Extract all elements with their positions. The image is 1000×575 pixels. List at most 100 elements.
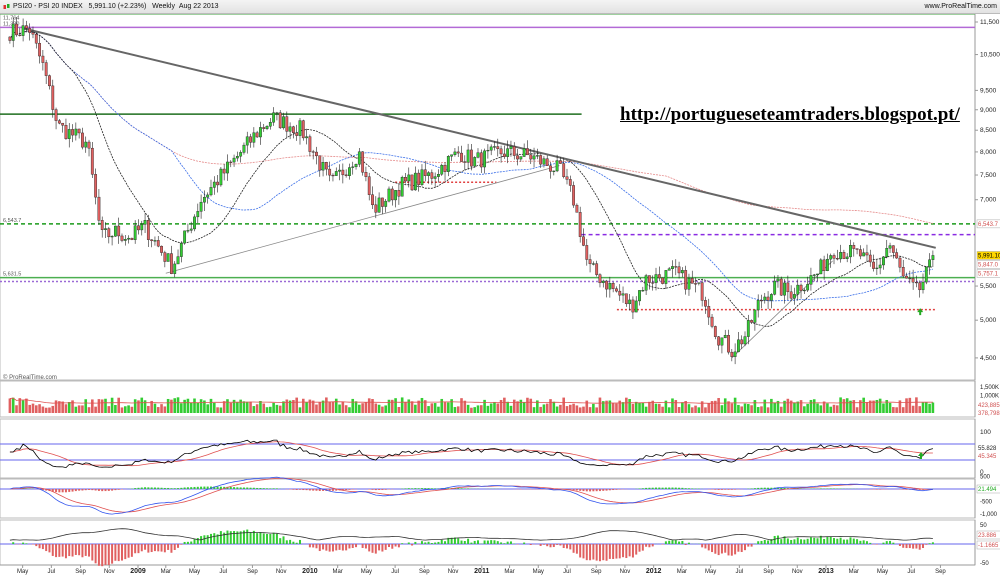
oscillator-bar	[707, 544, 710, 551]
macd-hist-bar	[460, 488, 463, 489]
volume-bar	[776, 400, 780, 413]
oscillator-bar	[368, 544, 371, 552]
oscillator-bar	[836, 538, 839, 544]
volume-bar	[849, 400, 852, 413]
macd-hist-bar	[430, 488, 433, 489]
macd-hist-bar	[252, 487, 255, 489]
volume-bar	[193, 398, 196, 413]
level-label: 11,330	[3, 21, 19, 27]
macd-hist-bar	[41, 489, 44, 491]
volume-bar	[872, 400, 875, 413]
candle	[496, 146, 500, 150]
oscillator-bar	[256, 533, 259, 544]
volume-bar	[812, 399, 816, 413]
candle	[249, 136, 252, 143]
volume-bar	[687, 404, 691, 413]
site-link[interactable]: www.ProRealTime.com	[924, 3, 997, 10]
volume-bar	[545, 403, 549, 413]
candle	[176, 256, 180, 265]
candle	[127, 237, 130, 240]
volume-bar	[417, 400, 420, 413]
macd-hist-bar	[872, 489, 875, 490]
volume-bar	[470, 407, 473, 413]
candle	[822, 259, 826, 271]
volume-bar	[819, 405, 823, 413]
volume-bar	[341, 401, 345, 413]
volume-bar	[503, 397, 506, 413]
volume-bar	[183, 399, 186, 413]
macd-hist-bar	[114, 489, 117, 491]
volume-bar	[578, 407, 582, 413]
volume-bar	[664, 400, 668, 413]
candle	[90, 147, 94, 175]
y-tick-label: 9,000	[980, 107, 997, 114]
candle	[624, 293, 628, 305]
candle	[97, 196, 101, 221]
oscillator-bar	[523, 542, 526, 544]
volume-bar	[170, 399, 173, 413]
macd-hist-bar	[302, 489, 305, 491]
macd-hist-bar	[292, 489, 295, 490]
oscillator-bar	[839, 537, 842, 544]
blog-url-annotation[interactable]: http://portugueseteamtraders.blogspot.pt…	[620, 104, 960, 125]
volume-bar	[212, 402, 216, 413]
candle	[186, 230, 190, 232]
oscillator-bar	[648, 544, 651, 548]
y-tick-label: 100	[980, 429, 991, 436]
volume-bar	[292, 400, 295, 413]
candle	[862, 252, 866, 257]
macd-hist-bar	[780, 487, 783, 489]
macd-hist-bar	[605, 489, 608, 491]
oscillator-bar	[81, 544, 84, 558]
oscillator-bar	[763, 539, 766, 544]
y-tick-label: 11,500	[980, 19, 1000, 26]
macd-hist-bar	[78, 489, 81, 491]
candle	[77, 128, 81, 134]
macd-hist-bar	[645, 487, 648, 489]
candle	[802, 289, 806, 292]
oscillator-bar	[213, 533, 216, 544]
candle	[71, 129, 74, 136]
candle	[179, 242, 183, 257]
macd-hist-bar	[902, 489, 905, 490]
symbol-name: PSI20 - PSI 20 INDEX	[13, 3, 83, 10]
candle	[466, 149, 470, 163]
volume-bar	[239, 399, 242, 413]
macd-hist-bar	[190, 487, 193, 489]
candle	[226, 161, 229, 174]
macd-hist-bar	[829, 488, 832, 489]
panel-rsi	[0, 418, 976, 479]
macd-hist-bar	[641, 488, 644, 489]
volume-bar	[648, 401, 651, 413]
candle	[295, 132, 299, 136]
oscillator-bar	[177, 544, 180, 548]
candle	[661, 277, 664, 284]
volume-bar	[71, 400, 74, 413]
volume-bar	[598, 397, 602, 413]
candle	[657, 274, 661, 279]
candle	[34, 33, 38, 44]
volume-bar	[8, 398, 12, 413]
volume-bar	[506, 401, 509, 413]
macd-hist-bar	[259, 488, 262, 489]
candle	[470, 149, 473, 167]
volume-bar	[259, 400, 262, 413]
macd-hist-bar	[22, 488, 25, 489]
oscillator-bar	[325, 544, 328, 551]
candle	[463, 161, 467, 163]
candle	[516, 155, 519, 160]
macd-hist-bar	[424, 488, 427, 489]
candle	[453, 151, 457, 155]
oscillator-bar	[608, 544, 611, 559]
oscillator-bar	[242, 530, 245, 544]
oscillator-bar	[724, 544, 727, 553]
volume-bar	[526, 397, 529, 413]
volume-bar	[371, 399, 374, 413]
volume-bar	[885, 399, 889, 413]
volume-bar	[318, 402, 322, 413]
oscillator-bar	[111, 544, 114, 564]
oscillator-bar	[595, 544, 598, 561]
macd-hist-bar	[753, 488, 756, 489]
candle	[615, 288, 618, 292]
